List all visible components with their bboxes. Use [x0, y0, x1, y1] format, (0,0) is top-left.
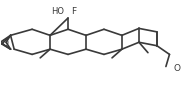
- Text: O: O: [2, 39, 9, 48]
- Text: HO: HO: [51, 7, 64, 16]
- Text: O: O: [174, 64, 181, 73]
- Text: F: F: [71, 7, 76, 16]
